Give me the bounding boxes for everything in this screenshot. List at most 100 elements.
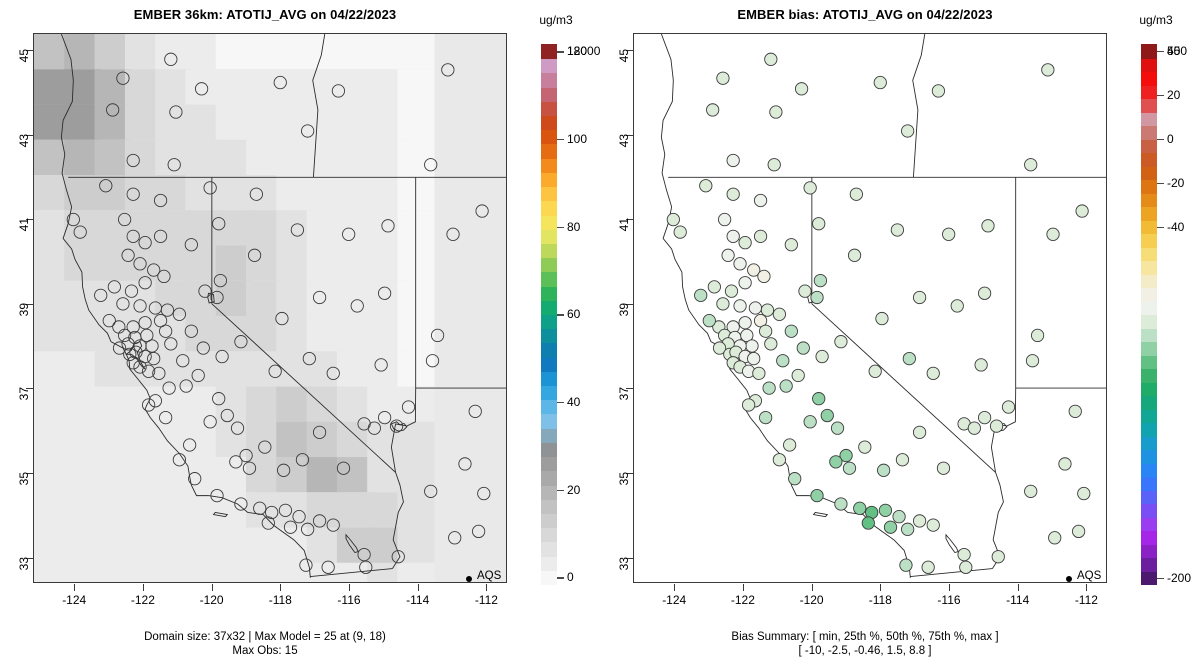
observation-site-marker[interactable] [198,284,212,298]
observation-site-marker[interactable] [726,229,740,243]
observation-site-marker[interactable] [810,488,824,503]
observation-site-marker[interactable] [901,124,915,138]
observation-site-marker[interactable] [1024,158,1038,172]
observation-site-marker[interactable] [424,484,438,498]
observation-site-marker[interactable] [959,560,973,574]
observation-site-marker[interactable] [126,153,140,168]
observation-site-marker[interactable] [748,301,763,315]
observation-site-marker[interactable] [121,337,135,351]
observation-site-marker[interactable] [981,219,995,233]
observation-site-marker[interactable] [721,248,735,262]
observation-site-marker[interactable] [234,335,248,349]
observation-site-marker[interactable] [912,290,927,305]
observation-site-marker[interactable] [188,472,202,486]
observation-site-marker[interactable] [901,522,915,536]
observation-site-marker[interactable] [957,547,971,562]
observation-site-marker[interactable] [210,488,224,503]
observation-site-marker[interactable] [301,124,315,138]
observation-site-marker[interactable] [184,324,198,338]
observation-site-marker[interactable] [126,187,140,201]
observation-site-marker[interactable] [299,558,313,572]
observation-site-marker[interactable] [215,349,229,364]
observation-site-marker[interactable] [753,193,768,208]
observation-site-marker[interactable] [1071,524,1086,539]
observation-site-marker[interactable] [381,219,395,233]
observation-site-marker[interactable] [377,286,392,300]
observation-site-marker[interactable] [176,354,190,368]
observation-site-marker[interactable] [815,349,829,364]
observation-site-marker[interactable] [295,453,310,467]
observation-site-marker[interactable] [424,158,438,172]
observation-site-marker[interactable] [842,461,857,475]
observation-site-marker[interactable] [275,311,289,326]
observation-site-marker[interactable] [772,453,787,467]
observation-site-marker[interactable] [141,398,156,412]
observation-site-marker[interactable] [762,381,776,395]
observation-site-marker[interactable] [159,324,173,338]
observation-site-marker[interactable] [283,520,298,534]
observation-site-marker[interactable] [230,421,245,435]
observation-site-marker[interactable] [716,71,730,85]
observation-site-marker[interactable] [359,560,373,574]
observation-site-marker[interactable] [926,518,940,532]
observation-site-marker[interactable] [764,337,778,351]
observation-site-marker[interactable] [425,354,440,368]
observation-site-marker[interactable] [148,394,163,408]
observation-site-marker[interactable] [769,105,783,119]
observation-site-marker[interactable] [331,84,346,98]
observation-site-marker[interactable] [829,455,843,469]
observation-site-marker[interactable] [475,204,489,218]
observation-site-marker[interactable] [117,328,132,343]
observation-site-marker[interactable] [153,229,168,243]
observation-site-marker[interactable] [977,410,992,425]
observation-site-marker[interactable] [733,257,747,271]
observation-site-marker[interactable] [133,360,147,374]
observation-site-marker[interactable] [153,314,168,328]
observation-site-marker[interactable] [242,461,257,475]
observation-site-marker[interactable] [277,463,291,477]
observation-site-marker[interactable] [733,299,747,313]
observation-site-marker[interactable] [94,288,108,302]
observation-site-marker[interactable] [707,280,721,294]
observation-site-marker[interactable] [212,217,226,231]
observation-site-marker[interactable] [706,103,720,117]
observation-site-marker[interactable] [468,404,482,418]
observation-site-marker[interactable] [112,341,127,355]
observation-site-marker[interactable] [849,187,863,201]
observation-site-marker[interactable] [847,248,862,262]
observation-site-marker[interactable] [931,84,946,98]
observation-site-marker[interactable] [921,560,935,574]
observation-site-marker[interactable] [126,320,140,334]
observation-site-marker[interactable] [164,52,178,66]
observation-site-marker[interactable] [796,341,810,355]
observation-site-marker[interactable] [220,408,234,423]
observation-site-marker[interactable] [1075,204,1089,218]
observation-site-marker[interactable] [133,257,147,271]
observation-site-marker[interactable] [950,299,964,313]
observation-site-marker[interactable] [210,290,224,305]
observation-site-marker[interactable] [877,463,891,477]
observation-site-marker[interactable] [830,421,845,435]
observation-site-marker[interactable] [106,103,120,117]
observation-site-marker[interactable] [712,341,727,355]
observation-site-marker[interactable] [776,354,790,368]
observation-site-marker[interactable] [779,379,793,393]
observation-site-marker[interactable] [726,187,740,201]
observation-site-marker[interactable] [834,335,848,349]
observation-site-marker[interactable] [194,82,209,96]
observation-site-marker[interactable] [673,225,687,239]
observation-site-marker[interactable] [853,501,867,515]
observation-site-marker[interactable] [716,297,730,311]
observation-site-marker[interactable] [760,303,775,317]
observation-site-marker[interactable] [302,351,316,366]
observation-site-marker[interactable] [312,290,327,305]
observation-site-marker[interactable] [367,421,381,435]
observation-site-marker[interactable] [389,419,404,433]
observation-site-marker[interactable] [784,324,798,338]
observation-site-marker[interactable] [357,547,371,562]
observation-site-marker[interactable] [764,52,778,66]
observation-site-marker[interactable] [350,299,364,313]
observation-site-marker[interactable] [784,238,798,252]
observation-site-marker[interactable] [172,307,187,321]
observation-site-marker[interactable] [391,550,405,564]
